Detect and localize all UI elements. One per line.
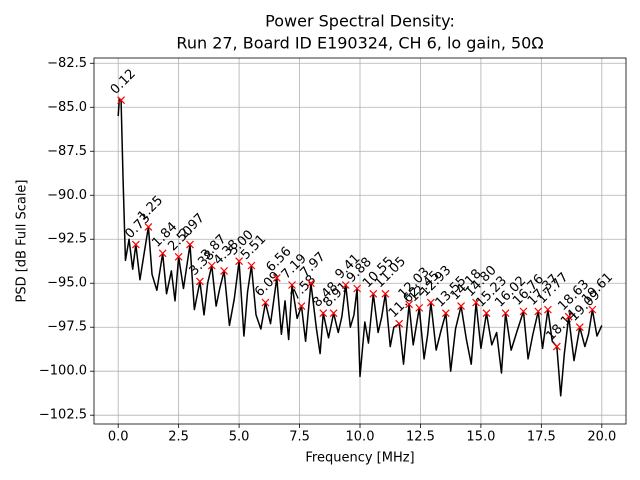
y-tick-label: −90.0 [47, 188, 87, 203]
peak-marker [174, 252, 183, 261]
peak-marker [144, 222, 153, 231]
peak-marker [575, 323, 584, 332]
peak-marker [415, 303, 424, 312]
peak-marker [195, 277, 204, 286]
peak-marker [534, 307, 543, 316]
peak-marker [272, 274, 281, 282]
peak-marker [341, 281, 350, 289]
peak-marker [543, 305, 552, 314]
peak-marker [131, 240, 140, 249]
y-tick-label: −100.0 [39, 364, 87, 379]
peak-marker [588, 305, 597, 314]
peak-marker [501, 309, 510, 318]
peak-marker [329, 309, 338, 318]
peak-marker [306, 279, 315, 288]
x-tick-label: 10.0 [346, 430, 375, 445]
y-tick-label: −97.5 [47, 320, 87, 335]
peak-marker [247, 261, 256, 270]
y-axis-label: PSD [dB Full Scale] [15, 179, 30, 302]
peak-marker [441, 309, 450, 318]
y-tick-label: −87.5 [47, 144, 87, 159]
peak-label: 0.12 [108, 66, 139, 97]
chart-title: Power Spectral Density: [265, 12, 455, 31]
x-axis-label: Frequency [MHz] [305, 451, 414, 466]
x-tick-label: 17.5 [527, 430, 556, 445]
peak-marker [117, 96, 126, 105]
x-tick-label: 7.5 [289, 430, 310, 445]
y-tick-label: −95.0 [47, 276, 87, 291]
peak-marker [235, 257, 244, 266]
peak-marker [381, 289, 390, 298]
peak-marker [564, 312, 573, 321]
peak-marker [353, 284, 362, 293]
peak-marker [297, 302, 306, 311]
peak-marker [482, 309, 491, 318]
x-tick-label: 15.0 [466, 430, 495, 445]
peak-marker [220, 266, 229, 275]
x-tick-label: 5.0 [229, 430, 250, 445]
peak-marker [207, 261, 216, 270]
x-tick-label: 12.5 [406, 430, 435, 445]
peak-marker [369, 289, 378, 298]
x-tick-label: 2.5 [168, 430, 189, 445]
psd-line [117, 97, 603, 397]
peak-marker [261, 298, 270, 307]
peak-marker [405, 300, 414, 309]
plot-frame [93, 57, 627, 425]
chart-subtitle: Run 27, Board ID E190324, CH 6, lo gain,… [176, 34, 543, 53]
peak-marker [457, 302, 466, 311]
peak-marker [288, 281, 296, 289]
y-tick-label: −92.5 [47, 232, 87, 247]
peak-marker [472, 298, 480, 307]
y-tick-label: −102.5 [39, 408, 87, 423]
peak-marker [319, 309, 328, 318]
x-tick-label: 0.0 [108, 430, 129, 445]
peak-marker [395, 319, 404, 328]
x-tick-label: 20.0 [587, 430, 616, 445]
peak-marker [426, 298, 435, 307]
peak-label: 7.97 [298, 249, 329, 280]
y-tick-label: −82.5 [47, 56, 87, 71]
y-tick-label: −85.0 [47, 100, 87, 115]
peak-marker [158, 249, 167, 258]
peak-marker [519, 307, 528, 316]
peak-marker [552, 342, 561, 351]
peak-marker [186, 240, 194, 249]
